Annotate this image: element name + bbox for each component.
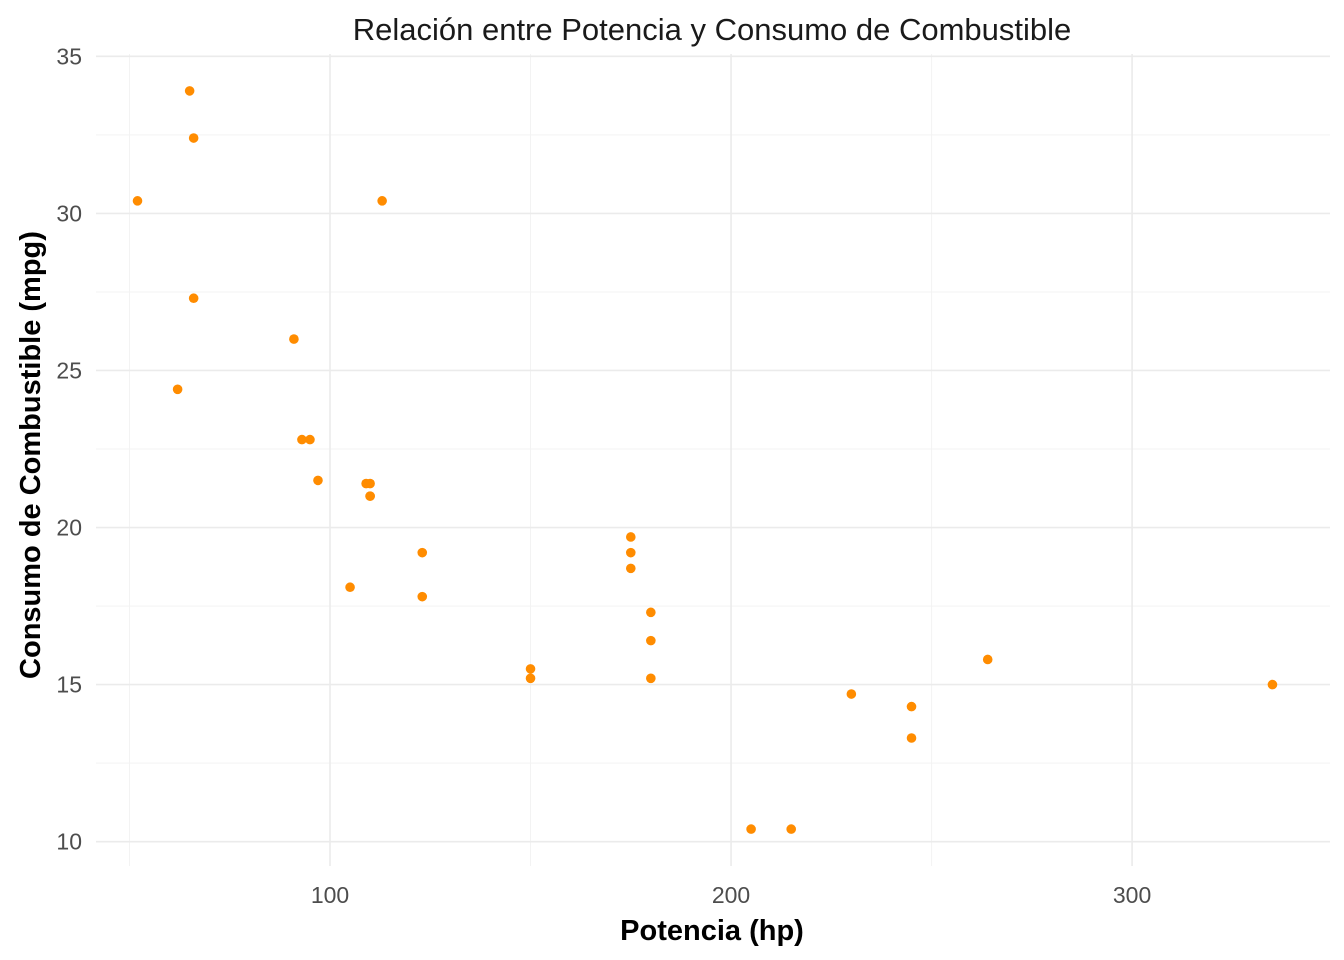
y-tick-label: 35 (56, 43, 82, 69)
x-axis-title: Potencia (hp) (620, 915, 804, 947)
minor-gridlines (96, 54, 1330, 866)
data-point (345, 582, 355, 593)
y-tick-label: 10 (56, 829, 82, 855)
data-point (746, 824, 756, 834)
data-point (313, 475, 323, 486)
data-point (646, 635, 656, 646)
x-axis-tick-labels: 100 200 300 (311, 882, 1151, 908)
y-tick-label: 20 (56, 515, 82, 541)
data-point (625, 532, 636, 542)
data-point (188, 293, 199, 304)
y-tick-label: 15 (56, 672, 82, 698)
data-point (906, 701, 917, 712)
data-point (625, 563, 636, 574)
data-point (525, 673, 536, 684)
data-point (417, 591, 428, 602)
data-point (846, 689, 857, 699)
data-point (297, 434, 307, 445)
data-point (786, 824, 797, 834)
data-point (417, 547, 428, 558)
data-point (365, 491, 375, 501)
major-gridlines (96, 54, 1330, 866)
data-point (525, 664, 536, 674)
data-point (625, 547, 636, 558)
data-point (377, 196, 387, 206)
data-point (184, 86, 195, 96)
data-point (172, 384, 183, 395)
data-point (305, 434, 315, 445)
data-point (646, 673, 656, 684)
x-tick-label: 300 (1113, 882, 1151, 908)
x-tick-label: 200 (712, 882, 750, 908)
y-axis-title: Consumo de Combustible (mpg) (15, 231, 47, 679)
y-tick-label: 25 (56, 357, 82, 383)
chart-title: Relación entre Potencia y Consumo de Com… (353, 12, 1072, 47)
data-point (188, 133, 199, 143)
data-point (1267, 679, 1278, 690)
data-point (361, 478, 371, 489)
data-point (132, 196, 143, 206)
data-point (646, 607, 656, 618)
data-point (906, 733, 917, 743)
x-tick-label: 100 (311, 882, 349, 908)
data-points (132, 86, 1278, 834)
data-point (982, 654, 993, 665)
y-axis-tick-labels: 10 15 20 25 30 35 (56, 43, 82, 854)
data-point (289, 334, 299, 344)
y-tick-label: 30 (56, 200, 82, 226)
